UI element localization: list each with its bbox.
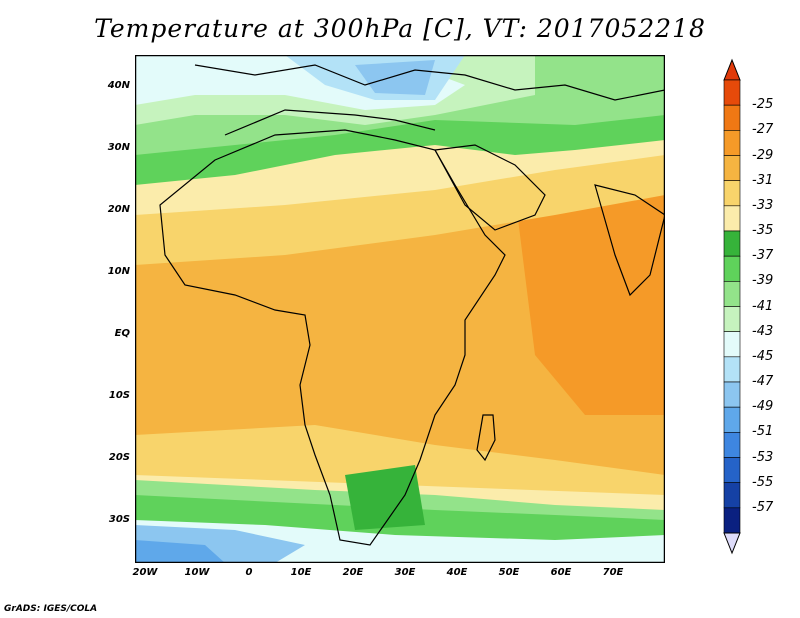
lon-label-70e: 70E bbox=[602, 567, 624, 578]
lon-label-0: 0 bbox=[245, 567, 253, 578]
colorbar-label: -43 bbox=[752, 323, 774, 339]
colorbar-label: -39 bbox=[752, 273, 774, 289]
colorbar-segment bbox=[723, 457, 741, 483]
lon-label-30e: 30E bbox=[394, 567, 416, 578]
colorbar-label: -55 bbox=[752, 474, 774, 490]
field-deepblue-north bbox=[355, 60, 435, 95]
colorbar-segment bbox=[723, 255, 741, 282]
colorbar-label: -25 bbox=[752, 97, 774, 113]
colorbar-segment bbox=[723, 155, 741, 181]
field-green-sa bbox=[345, 465, 425, 530]
colorbar-label: -47 bbox=[752, 374, 774, 389]
colorbar-segment bbox=[723, 230, 741, 257]
colorbar-segment bbox=[723, 482, 741, 509]
temperature-map bbox=[135, 55, 665, 563]
lat-label-eq: EQ bbox=[114, 328, 130, 339]
colorbar-label: -27 bbox=[752, 122, 774, 138]
colorbar-segment bbox=[723, 281, 741, 307]
colorbar-segment bbox=[723, 507, 741, 534]
mediterranean-coast bbox=[224, 109, 436, 136]
lon-label-10e: 10E bbox=[290, 567, 312, 578]
colorbar-label: -49 bbox=[752, 399, 774, 415]
colorbar-segment bbox=[723, 79, 741, 106]
colorbar-segment bbox=[723, 331, 741, 358]
map-title: Temperature at 300hPa [C], VT: 201705221… bbox=[94, 14, 706, 43]
india-coastline bbox=[594, 184, 665, 297]
colorbar-segment bbox=[723, 180, 741, 207]
colorbar-label: -37 bbox=[752, 248, 774, 264]
lon-label-50e: 50E bbox=[498, 567, 520, 578]
lat-label-30n: 30N bbox=[107, 142, 130, 153]
colorbar-bottom-arrow bbox=[723, 532, 741, 555]
colorbar-segment bbox=[723, 381, 741, 408]
colorbar-label: -35 bbox=[752, 223, 774, 238]
colorbar bbox=[723, 58, 741, 555]
colorbar-label: -57 bbox=[752, 499, 774, 515]
colorbar-label: -45 bbox=[752, 348, 774, 364]
map-frame bbox=[135, 55, 665, 563]
colorbar-segment bbox=[723, 432, 741, 458]
lat-label-30s: 30S bbox=[108, 514, 130, 525]
lat-label-20n: 20N bbox=[107, 204, 130, 215]
colorbar-label: -31 bbox=[752, 172, 774, 188]
colorbar-top-arrow bbox=[723, 58, 741, 81]
colorbar-segment bbox=[723, 306, 741, 332]
madagascar-coastline bbox=[476, 414, 496, 462]
colorbar-label: -33 bbox=[752, 197, 774, 213]
lon-label-20w: 20W bbox=[132, 567, 158, 578]
lon-label-40e: 40E bbox=[446, 567, 468, 578]
colorbar-label: -51 bbox=[752, 424, 774, 440]
colorbar-segment bbox=[723, 406, 741, 433]
grads-credit: GrADS: IGES/COLA bbox=[4, 604, 98, 614]
colorbar-segment bbox=[723, 356, 741, 383]
europe-coastline bbox=[194, 64, 665, 101]
lat-label-40n: 40N bbox=[107, 80, 130, 91]
lat-label-10n: 10N bbox=[107, 266, 130, 277]
lat-label-10s: 10S bbox=[108, 390, 130, 401]
lon-label-60e: 60E bbox=[550, 567, 572, 578]
arabia-coastline bbox=[434, 144, 546, 231]
colorbar-label: -53 bbox=[752, 449, 774, 465]
colorbar-segment bbox=[723, 205, 741, 232]
colorbar-label: -41 bbox=[752, 298, 774, 314]
lon-label-20e: 20E bbox=[342, 567, 364, 578]
field-deepblue-south bbox=[135, 540, 225, 563]
lat-label-20s: 20S bbox=[108, 452, 130, 463]
colorbar-segment bbox=[723, 104, 741, 131]
lon-label-10w: 10W bbox=[184, 567, 210, 578]
colorbar-label: -29 bbox=[752, 147, 774, 163]
field-deep-orange bbox=[515, 155, 665, 415]
colorbar-segment bbox=[723, 130, 741, 156]
